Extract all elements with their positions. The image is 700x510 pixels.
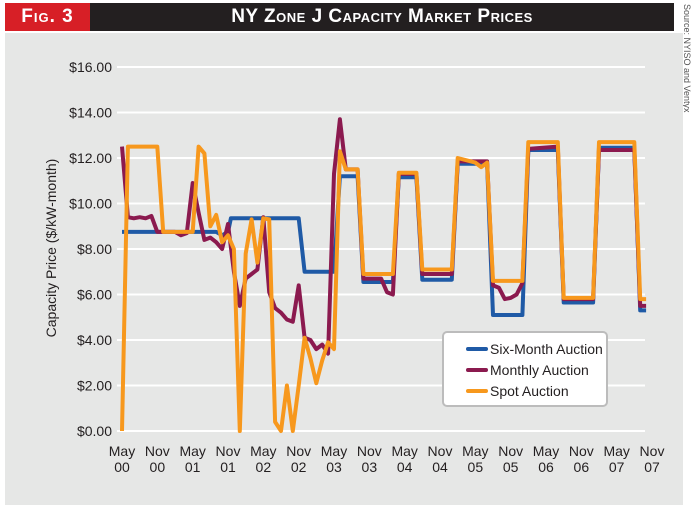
legend-item-monthly: Monthly Auction (466, 360, 589, 380)
x-tick-label: May 01 (179, 443, 205, 475)
x-tick-label: Nov 02 (286, 443, 311, 475)
y-tick-label: $6.00 (77, 287, 112, 303)
x-tick-label: Nov 05 (498, 443, 523, 475)
legend-swatch-spot (466, 389, 488, 393)
legend-label: Spot Auction (490, 383, 569, 399)
x-tick-label: May 00 (109, 443, 135, 475)
y-tick-label: $12.00 (69, 150, 112, 166)
y-tick-label: $4.00 (77, 332, 112, 348)
x-tick-label: May 04 (391, 443, 417, 475)
legend-swatch-monthly (466, 368, 488, 372)
figure-label: Fig. 3 (5, 3, 90, 31)
x-tick-label: May 03 (321, 443, 347, 475)
x-tick-label: May 06 (533, 443, 559, 475)
legend: Six-Month Auction Monthly Auction Spot A… (442, 331, 608, 407)
x-tick-label: Nov 06 (569, 443, 594, 475)
y-axis-label: Capacity Price ($/kW-month) (43, 159, 59, 338)
x-tick-label: Nov 01 (216, 443, 241, 475)
series-line-monthly (120, 117, 647, 356)
legend-label: Six-Month Auction (490, 341, 603, 357)
x-tick-label: Nov 04 (428, 443, 453, 475)
legend-swatch-six-month (466, 347, 488, 351)
y-tick-label: $10.00 (69, 196, 112, 212)
y-tick-label: $8.00 (77, 241, 112, 257)
legend-item-spot: Spot Auction (466, 381, 569, 401)
series-lines (120, 117, 647, 433)
y-tick-label: $0.00 (77, 423, 112, 439)
header-bar (5, 3, 674, 31)
x-tick-label: Nov 00 (145, 443, 170, 475)
y-tick-label: $2.00 (77, 378, 112, 394)
x-tick-label: May 05 (462, 443, 488, 475)
chart-title: NY Zone J Capacity Market Prices (231, 6, 533, 27)
legend-item-six-month: Six-Month Auction (466, 339, 603, 359)
x-tick-label: Nov 03 (357, 443, 382, 475)
series-line-spot (120, 140, 647, 433)
x-tick-label: May 07 (603, 443, 629, 475)
gridlines (117, 66, 645, 432)
x-tick-labels: May 00 Nov 00 May 01 Nov 01 May 02 Nov 02 May 03 Nov 03… (109, 443, 665, 475)
y-tick-labels: $0.00 $2.00 $4.00 $6.00 $8.00 $10.00 $12.00 $14… (69, 59, 112, 439)
x-tick-label: May 02 (250, 443, 276, 475)
legend-label: Monthly Auction (490, 362, 589, 378)
x-tick-label: Nov 07 (640, 443, 665, 475)
y-tick-label: $14.00 (69, 105, 112, 121)
y-tick-label: $16.00 (69, 59, 112, 75)
